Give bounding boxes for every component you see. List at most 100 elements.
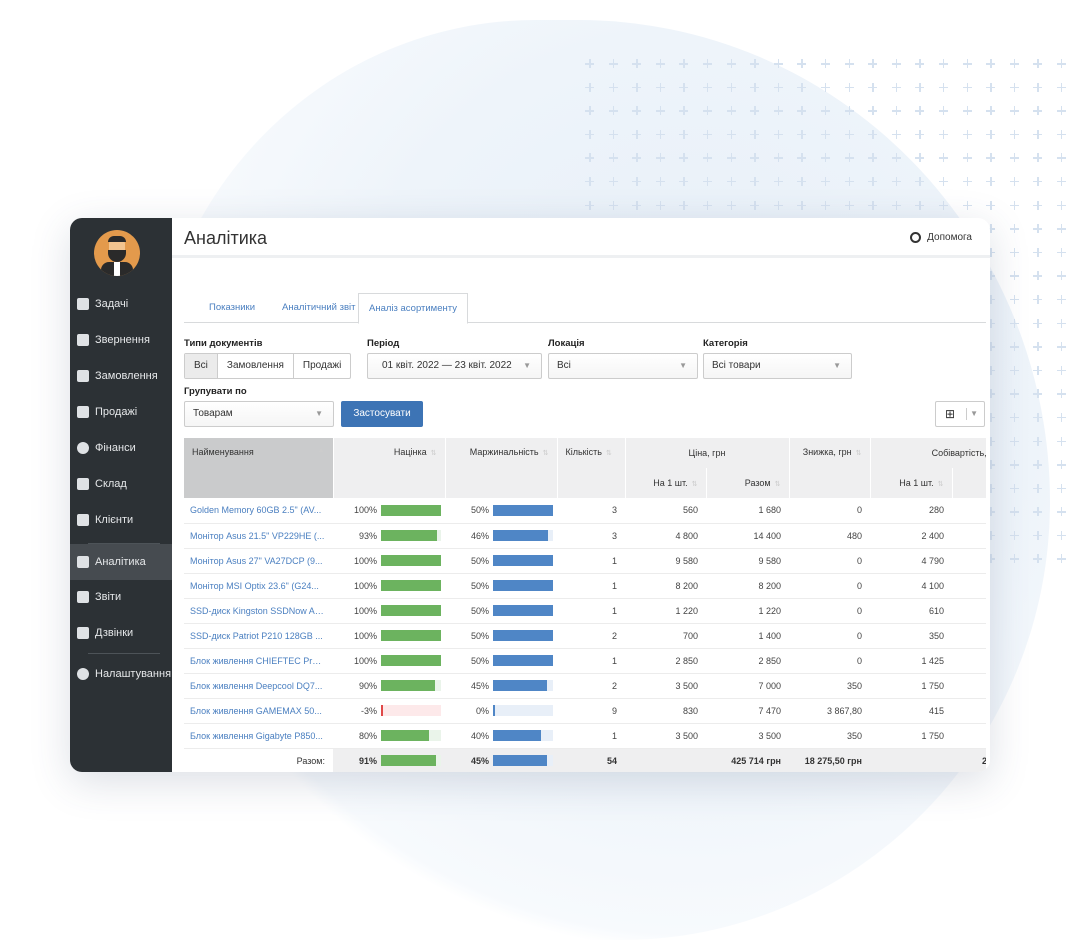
cost-per-unit-cell: 1 750 [870,673,952,699]
sidebar-item-5[interactable]: Склад [70,466,172,502]
tab-assortment-analysis[interactable]: Аналіз асортименту [358,293,468,324]
col-cost-per-unit[interactable]: На 1 шт. ⇅ [870,468,953,498]
markup-bar [381,730,441,741]
divider [88,653,160,654]
sidebar-item-label: Аналітика [95,556,146,568]
assortment-table: Найменування ▲ Націнка ⇅ Маржинальність ⇅ К… [184,438,986,772]
percent-value: 93% [358,530,377,541]
plus-mark [979,382,1003,406]
plus-mark [649,52,673,76]
sidebar-item-8[interactable]: Звіти [70,579,172,615]
sidebar-item-4[interactable]: Фінанси [70,430,172,466]
doc-type-orders[interactable]: Замовлення [218,354,294,378]
bar-fill [381,655,441,666]
tab-indicators[interactable]: Показники [209,302,256,313]
sidebar-item-6[interactable]: Клієнти [70,502,172,538]
plus-mark [838,194,862,218]
sidebar-item-0[interactable]: Задачі [70,286,172,322]
lifebuoy-icon [910,232,922,243]
sidebar-item-7[interactable]: Аналітика [70,544,172,580]
plus-mark [696,123,720,147]
plus-mark [578,76,602,100]
plus-mark [1003,430,1027,454]
product-link[interactable]: Монітор Asus 21.5" VP229HE (... [184,523,333,549]
markup-cell: 90% [333,673,445,699]
col-price-per-unit[interactable]: На 1 шт. ⇅ [625,468,707,498]
margin-cell: 50% [445,573,557,599]
columns-toggle-button[interactable]: ⊞ ▼ [935,401,985,427]
col-margin[interactable]: Маржинальність ⇅ [445,438,558,498]
cost-per-unit-cell: 4 790 [870,548,952,574]
price-per-unit-cell: 3 500 [625,723,706,749]
tab-analytic-report[interactable]: Аналітичний звіт [282,302,356,313]
apply-button[interactable]: Застосувати [341,401,423,427]
plus-mark [979,99,1003,123]
markup-cell: 100% [333,573,445,599]
plus-mark [861,146,885,170]
sidebar-item-3[interactable]: Продажі [70,394,172,430]
plus-mark [979,453,1003,477]
page-title: Аналітика [184,228,268,248]
product-link[interactable]: Монітор MSI Optix 23.6" (G24... [184,573,333,599]
sidebar-item-2[interactable]: Замовлення [70,358,172,394]
margin-cell: 45% [445,673,557,699]
product-link[interactable]: Golden Memory 60GB 2.5" (AV... [184,498,333,524]
table-row: Блок живлення CHIEFTEC Prot... 100% 50% 1 2 … [184,648,986,674]
product-link[interactable]: Блок живлення Gigabyte P850... [184,723,333,749]
markup-bar [381,530,441,541]
col-markup[interactable]: Націнка ⇅ [333,438,446,498]
period-select[interactable]: 01 квіт. 2022 — 23 квіт. 2022 ▼ [367,353,542,379]
price-per-unit-cell: 9 580 [625,548,706,574]
plus-mark [1050,406,1074,430]
totals-empty [870,748,952,772]
product-link[interactable]: SSD-диск Patriot P210 128GB ... [184,623,333,649]
product-link[interactable]: Блок живлення CHIEFTEC Prot... [184,648,333,674]
plus-mark [1050,312,1074,336]
avatar[interactable] [94,230,140,276]
product-link[interactable]: Блок живлення Deepcool DQ7... [184,673,333,699]
plus-mark [743,52,767,76]
col-qty[interactable]: Кількість ⇅ [557,438,626,498]
plus-mark [790,170,814,194]
col-discount[interactable]: Знижка, грн ⇅ [789,438,871,498]
location-select[interactable]: Всі ▼ [548,353,698,379]
plus-mark [861,194,885,218]
plus-mark [1050,146,1074,170]
product-link[interactable]: SSD-диск Kingston SSDNow A4... [184,598,333,624]
price-total-cell: 8 200 [706,573,789,599]
sidebar-item-9[interactable]: Дзвінки [70,615,172,651]
plus-mark [956,170,980,194]
plus-mark [956,194,980,218]
bar-fill [493,630,553,641]
bar-fill [381,705,383,716]
plus-mark [649,194,673,218]
plus-mark [1026,264,1050,288]
percent-value: 45% [470,680,489,691]
help-link[interactable]: Допомога [910,232,972,243]
percent-value: 0% [475,705,489,716]
product-link[interactable]: Монітор Asus 27" VA27DCP (9... [184,548,333,574]
group-by-select[interactable]: Товарам ▼ [184,401,334,427]
sidebar-item-10[interactable]: Налаштування [70,656,172,692]
plus-mark [979,312,1003,336]
percent-value: 91% [358,755,377,766]
plus-mark [578,170,602,194]
doc-type-sales[interactable]: Продажі [302,360,342,371]
percent-value: 100% [353,580,377,591]
plus-mark [908,76,932,100]
plus-mark [932,194,956,218]
plus-mark [696,194,720,218]
col-name[interactable]: Найменування ▲ [184,438,334,498]
plus-mark [625,194,649,218]
cost-per-unit-cell: 1 425 [870,648,952,674]
category-select[interactable]: Всі товари ▼ [703,353,852,379]
sidebar-item-1[interactable]: Звернення [70,322,172,358]
col-price-total[interactable]: Разом ⇅ [706,468,790,498]
doc-type-all[interactable]: Всі [185,354,218,378]
markup-bar [381,605,441,616]
product-link[interactable]: Блок живлення GAMEMAX 50... [184,698,333,724]
plus-mark [1003,359,1027,383]
plus-mark [908,170,932,194]
plus-mark [838,99,862,123]
table-row: Golden Memory 60GB 2.5" (AV... 100% 50% 3 56… [184,498,986,524]
